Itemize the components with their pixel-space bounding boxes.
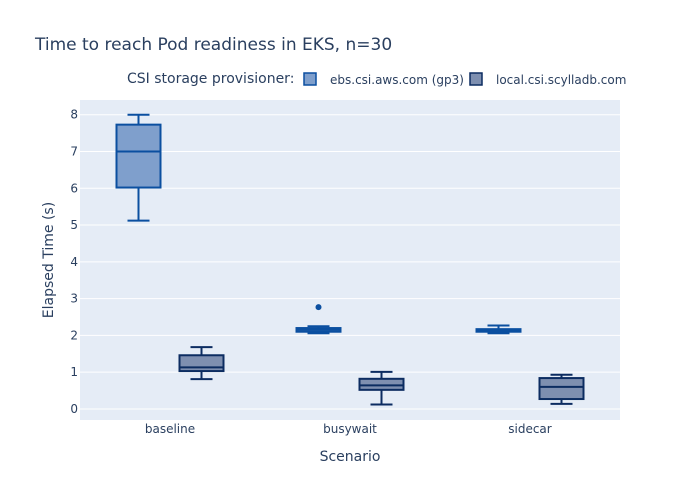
legend-item-ebs[interactable]: ebs.csi.aws.com (gp3) xyxy=(303,72,464,87)
outlier-point[interactable] xyxy=(315,304,322,311)
y-tick-label: 6 xyxy=(70,181,78,195)
grid-lines xyxy=(80,114,620,410)
y-tick-label: 5 xyxy=(70,218,78,232)
chart-title: Time to reach Pod readiness in EKS, n=30 xyxy=(34,35,392,55)
box-sidecar-ebs[interactable] xyxy=(475,324,522,335)
y-tick-label: 2 xyxy=(70,328,78,342)
legend: CSI storage provisioner: ebs.csi.aws.com… xyxy=(127,71,626,87)
legend-swatch-local xyxy=(469,72,483,86)
box-baseline-ebs[interactable] xyxy=(115,113,162,222)
y-tick-label: 7 xyxy=(70,144,78,158)
y-tick-label: 8 xyxy=(70,108,78,122)
y-tick-label: 1 xyxy=(70,365,78,379)
iqr-box xyxy=(538,377,585,401)
box-sidecar-local[interactable] xyxy=(538,373,585,405)
y-tick-label: 0 xyxy=(70,402,78,416)
y-axis-title: Elapsed Time (s) xyxy=(41,202,57,318)
x-axis-ticks: baseline busywait sidecar xyxy=(145,422,552,436)
box-busywait-local[interactable] xyxy=(358,370,405,406)
legend-swatch-ebs xyxy=(303,72,317,86)
box-series xyxy=(115,113,585,406)
x-tick-label: busywait xyxy=(323,422,377,436)
y-tick-label: 4 xyxy=(70,255,78,269)
x-tick-label: baseline xyxy=(145,422,195,436)
iqr-box xyxy=(178,354,225,373)
y-tick-label: 3 xyxy=(70,292,78,306)
legend-label-ebs: ebs.csi.aws.com (gp3) xyxy=(330,73,464,87)
iqr-box xyxy=(115,123,162,189)
box-busywait-ebs[interactable] xyxy=(295,304,342,335)
plot-area xyxy=(80,100,620,420)
x-axis-title: Scenario xyxy=(320,449,381,465)
legend-title: CSI storage provisioner: xyxy=(127,71,294,87)
box-baseline-local[interactable] xyxy=(178,346,225,381)
iqr-box xyxy=(358,377,405,391)
x-tick-label: sidecar xyxy=(508,422,552,436)
legend-label-local: local.csi.scylladb.com xyxy=(496,73,626,87)
legend-item-local[interactable]: local.csi.scylladb.com xyxy=(469,72,626,87)
y-axis-ticks: 0 1 2 3 4 5 6 7 8 xyxy=(70,108,78,416)
